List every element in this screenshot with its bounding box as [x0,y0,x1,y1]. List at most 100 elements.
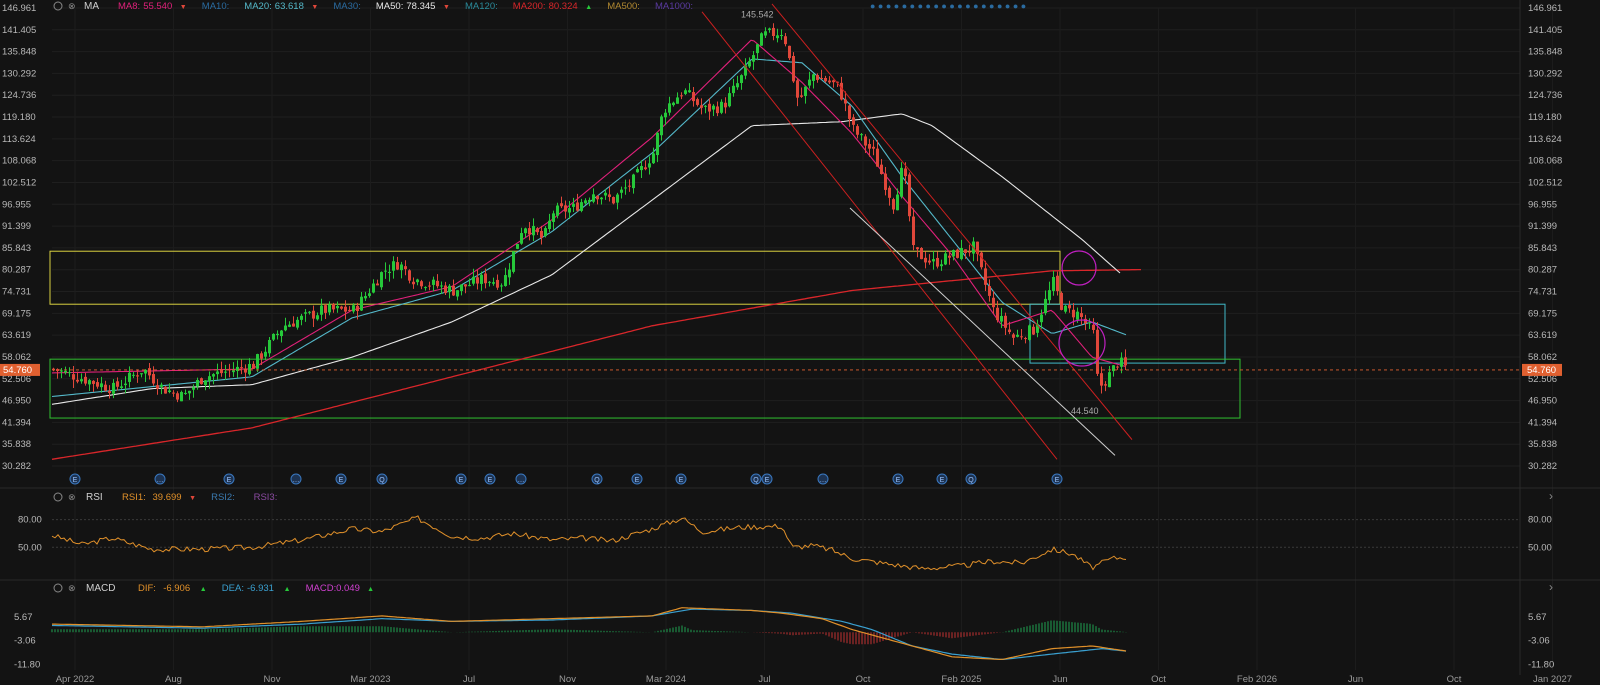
legend-value: 63.618 [275,1,304,12]
candle [1080,313,1083,317]
candle [1012,334,1015,338]
candle [252,363,255,369]
candle [84,376,87,384]
candle [116,381,119,387]
candle [448,285,451,293]
candle [236,366,239,372]
expand-right-icon-2[interactable]: › [1549,580,1553,594]
candle [816,75,819,80]
expand-right-icon[interactable]: › [1549,489,1553,503]
legend-value: 0.049 [336,583,360,594]
candle [80,379,83,382]
candle [568,208,571,213]
event-marker-label: Q [753,477,759,484]
macd-tick: -3.06 [1528,636,1550,647]
macd-close-icon[interactable]: ⊗ [68,583,76,593]
close-icon[interactable]: ⊗ [68,1,76,11]
candle [636,169,639,173]
candle [1020,336,1023,338]
candle [360,296,363,311]
candle [152,374,155,384]
candle [584,200,587,204]
event-marker-icon [591,473,603,485]
candle [1124,357,1127,366]
candle [88,380,91,385]
candle [268,339,271,354]
event-marker-label: E [940,477,945,484]
legend-more-icon[interactable]: ● ● ● ● ● ● ● ● ● ● ● ● ● ● ● ● ● ● ● ● [870,1,1026,11]
candle [264,351,267,357]
legend-name: RSI3: [254,492,278,503]
price-tick-left: 130.292 [2,68,36,79]
candle [940,264,943,267]
candle [628,185,631,187]
candle [380,272,383,288]
candle [1092,324,1095,330]
candle [864,136,867,146]
candle [1120,357,1123,367]
candle [924,257,927,263]
candle [452,285,455,296]
candle [384,270,387,272]
candle [916,247,919,250]
time-tick: Jul [758,674,770,685]
event-marker-icon [376,473,388,485]
time-tick: Jun [1348,674,1363,685]
event-marker: Q [965,473,977,485]
event-marker-icon [455,473,467,485]
legend-arrow: ▼ [189,495,196,502]
event-marker: Q [750,473,762,485]
price-tick: 46.950 [1528,396,1557,407]
candle [340,306,343,309]
candle [1064,305,1067,312]
candle [96,382,99,387]
candle [460,284,463,292]
candle [1016,334,1019,337]
rsi-legend-label: RSI [86,492,103,503]
legend-name: DEA: [222,583,244,594]
macd-settings-icon[interactable] [53,583,63,593]
event-marker-icon [69,473,81,485]
rsi-tick-left: 80.00 [18,515,42,526]
candle [480,274,483,284]
rsi-close-icon[interactable]: ⊗ [68,492,76,502]
candle [960,247,963,260]
price-tick: 130.292 [1528,68,1562,79]
price-tick-left: 41.394 [2,417,31,428]
candle [180,392,183,402]
candle [388,271,391,273]
price-tick: 102.512 [1528,177,1562,188]
candle [788,45,791,59]
candle [260,353,263,359]
rsi-settings-icon[interactable] [53,492,63,502]
candle [52,368,55,370]
rsi-legend-items: RSI1: 39.699 ▼ RSI2: RSI3: [122,492,277,503]
time-tick: Jul [463,674,475,685]
settings-icon[interactable] [53,1,63,11]
candle [368,293,371,296]
macd-tick-left: -11.80 [14,659,40,670]
candle [800,95,803,97]
channel-top-line [771,3,1133,440]
candle [188,390,191,394]
candle [520,233,523,244]
candle [68,372,71,374]
candle [664,112,667,118]
time-tick: Nov [264,674,281,685]
candlesticks [52,23,1127,403]
price-tick: 63.619 [1528,330,1557,341]
candle [740,75,743,83]
candle [784,36,787,45]
candle [668,103,671,113]
candle [128,372,131,382]
candle [652,153,655,164]
candle [1032,326,1035,335]
event-marker-label: … [157,477,164,484]
event-marker: … [154,473,166,485]
candle [312,310,315,319]
event-marker-icon [290,473,302,485]
event-marker-label: E [488,477,493,484]
event-marker: … [290,473,302,485]
candle [432,279,435,285]
